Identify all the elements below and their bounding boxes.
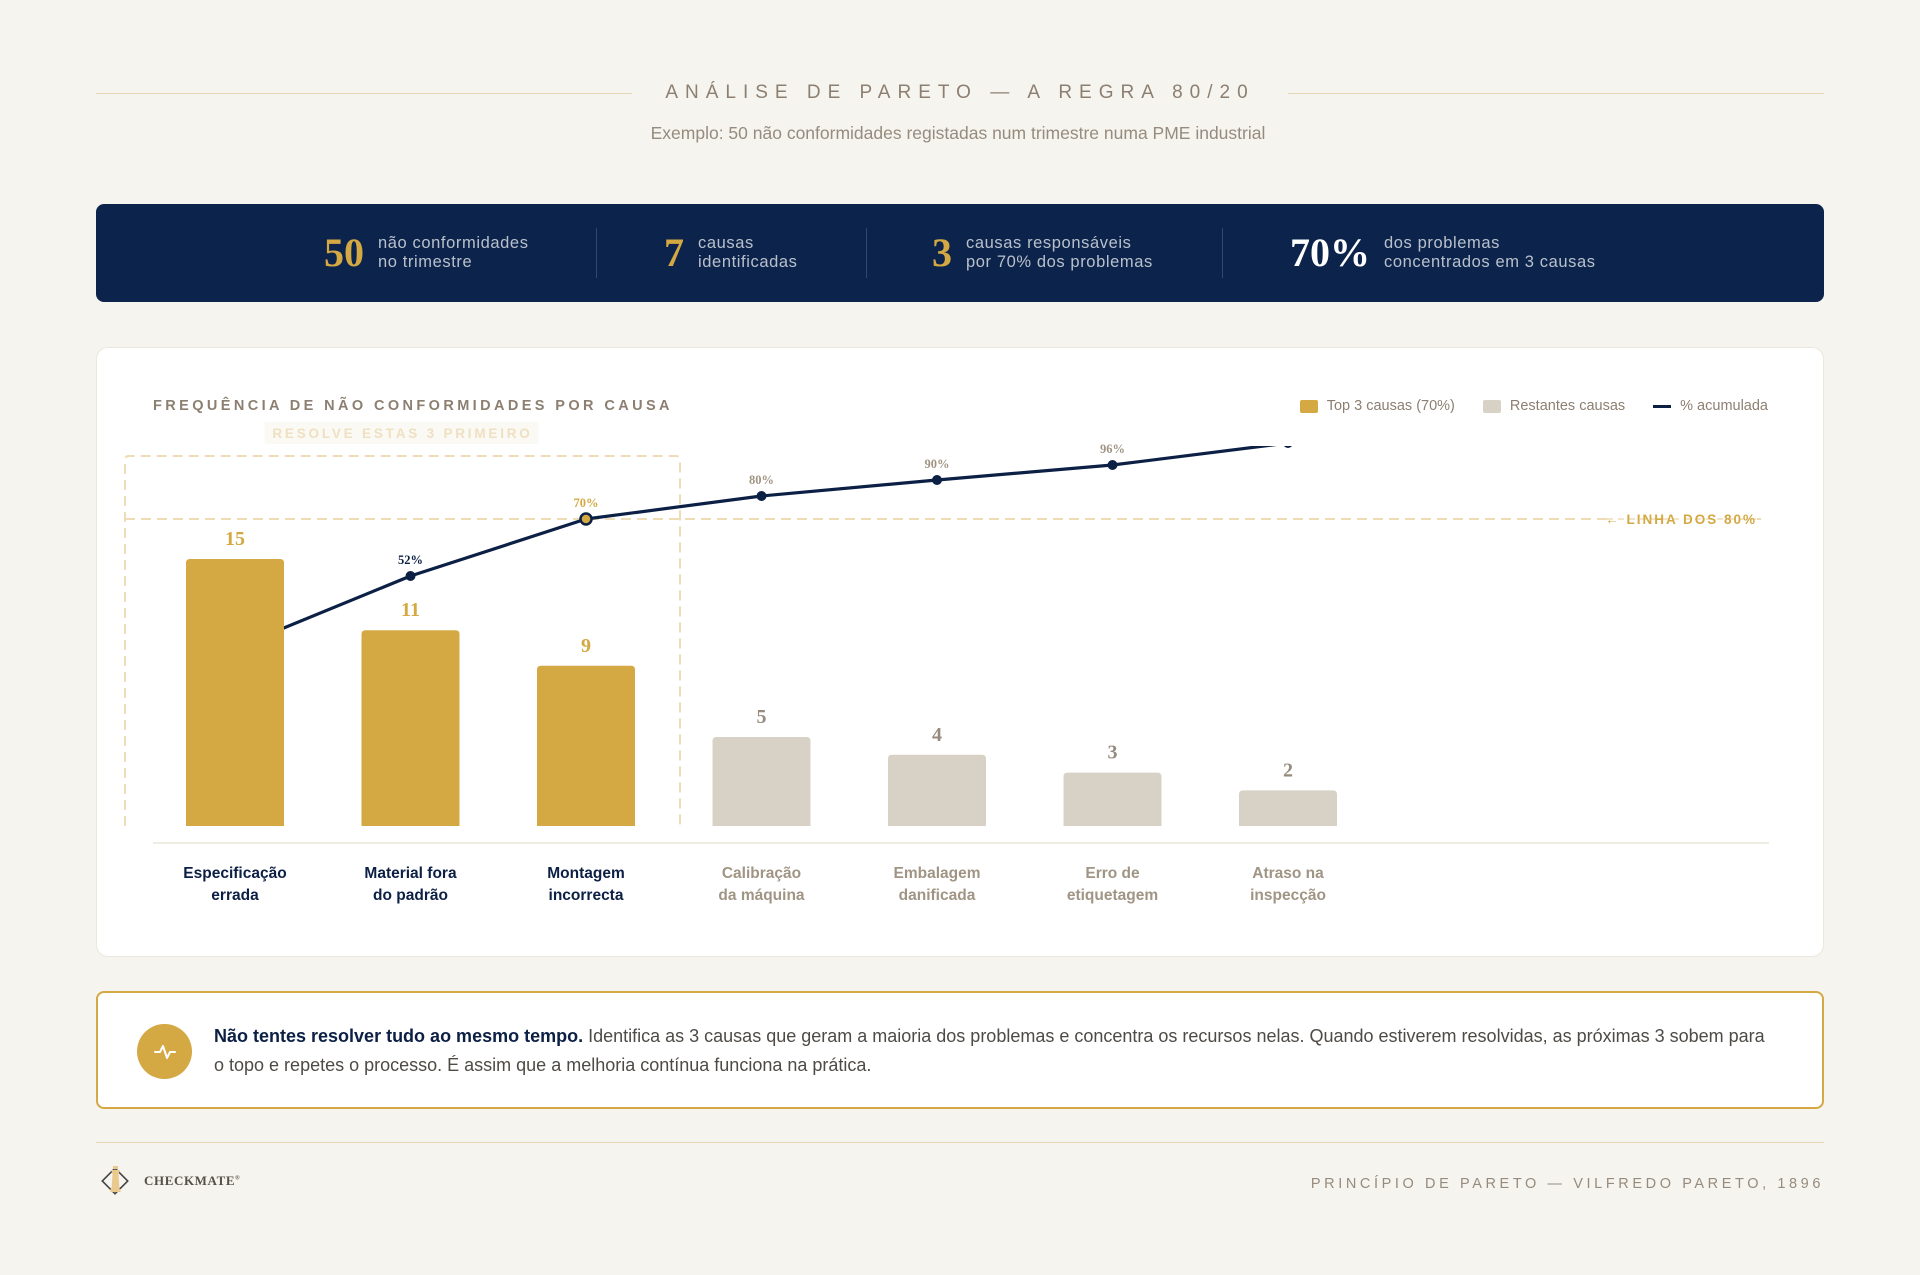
chart-title: FREQUÊNCIA DE NÃO CONFORMIDADES POR CAUS… [153, 398, 673, 414]
category-label: danificada [899, 887, 976, 904]
pareto-chart: RESOLVE ESTAS 3 PRIMEIRO ← LINHA DOS 80% 1… [124, 422, 1769, 904]
cumulative-label: 52% [398, 553, 423, 567]
header-rule-right [1288, 93, 1824, 94]
cumulative-marker [579, 512, 593, 526]
legend-swatch-rest [1482, 399, 1501, 413]
kpi-divider [596, 228, 597, 278]
page-subtitle: Exemplo: 50 não conformidades registadas… [650, 123, 1266, 143]
category-label: etiquetagem [1067, 887, 1158, 904]
brand-name: CHECKMATE® [144, 1173, 241, 1188]
chart-legend: Top 3 causas (70%) Restantes causas % ac… [1299, 398, 1768, 414]
brand-logo: CHECKMATE® [100, 1163, 240, 1199]
header-rule-left [96, 93, 632, 94]
legend-label-rest: Restantes causas [1509, 398, 1626, 414]
kpi-value: 70% [1290, 230, 1370, 275]
category-label: Atraso na [1252, 865, 1324, 882]
category-label: Embalagem [893, 865, 980, 882]
kpi-band: 50 não conformidades no trimestre 7 caus… [96, 204, 1824, 302]
cumulative-marker [756, 491, 767, 501]
legend-label-top: Top 3 causas (70%) [1326, 398, 1455, 414]
footer-rule [96, 1142, 1824, 1143]
kpi-value: 3 [932, 230, 952, 275]
cumulative-marker [1284, 446, 1292, 448]
kpi-divider [1222, 228, 1223, 278]
page-title: ANÁLISE DE PARETO — A REGRA 80/20 [665, 82, 1255, 103]
category-label: Calibração [722, 865, 801, 882]
kpi-causes: 7 causas identificadas [664, 204, 798, 302]
kpi-top-causes: 3 causas responsáveis por 70% dos proble… [932, 204, 1153, 302]
bar-value-label: 2 [1283, 759, 1293, 781]
cumulative-marker [932, 475, 942, 485]
category-label: Material fora [364, 865, 457, 882]
callout-bold: Não tentes resolver tudo ao mesmo tempo. [214, 1026, 584, 1046]
cumulative-marker [1107, 460, 1118, 470]
tip-callout: Não tentes resolver tudo ao mesmo tempo.… [96, 991, 1824, 1109]
bar [1239, 790, 1337, 826]
threshold-label-bg [1607, 511, 1757, 527]
category-label: do padrão [373, 887, 448, 904]
category-label: Montagem [547, 865, 625, 882]
category-label: Especificação [183, 865, 286, 882]
kpi-label: causas responsáveis por 70% dos problema… [966, 234, 1153, 271]
kpi-divider [866, 228, 867, 278]
legend-line-cumulative [1653, 404, 1672, 408]
bar-value-label: 3 [1108, 742, 1118, 764]
kpi-label: dos problemas concentrados em 3 causas [1384, 234, 1596, 271]
threshold-label: ← LINHA DOS 80% [1605, 512, 1757, 527]
highlight-box [124, 455, 681, 826]
chess-king-icon [101, 1166, 129, 1195]
pulse-icon [137, 1024, 192, 1079]
cumulative-label: 70% [574, 496, 599, 510]
bar [1063, 772, 1162, 826]
bar-value-label: 4 [932, 724, 942, 746]
kpi-total-nc: 50 não conformidades no trimestre [324, 204, 529, 302]
cumulative-label: 90% [925, 457, 950, 471]
category-label: errada [211, 887, 259, 904]
bar [888, 754, 986, 826]
category-label: inspecção [1250, 887, 1326, 904]
kpi-label: causas identificadas [698, 234, 798, 271]
kpi-value: 50 [324, 230, 364, 275]
highlight-label-bg [264, 422, 539, 444]
category-label: da máquina [718, 887, 805, 904]
bar-value-label: 9 [581, 635, 591, 657]
bar-value-label: 5 [757, 706, 767, 728]
page-header: ANÁLISE DE PARETO — A REGRA 80/20 [96, 78, 1824, 108]
highlight-label: RESOLVE ESTAS 3 PRIMEIRO [272, 426, 532, 441]
bar [712, 737, 811, 826]
cumulative-label: 96% [1100, 442, 1125, 456]
chart-card: FREQUÊNCIA DE NÃO CONFORMIDADES POR CAUS… [96, 347, 1824, 957]
footer-note: PRINCÍPIO DE PARETO — VILFREDO PARETO, 1… [1310, 1176, 1824, 1192]
bar [186, 559, 284, 826]
kpi-value: 7 [664, 230, 684, 275]
cumulative-marker [405, 571, 416, 581]
bar [361, 630, 460, 826]
bar [537, 665, 635, 826]
callout-text: Não tentes resolver tudo ao mesmo tempo.… [214, 1022, 1772, 1080]
callout-body: Identifica as 3 causas que geram a maior… [214, 1026, 1765, 1075]
bar-value-label: 15 [225, 528, 245, 550]
category-label: Erro de [1085, 865, 1140, 882]
legend-swatch-top [1299, 399, 1318, 413]
category-label: incorrecta [549, 887, 624, 904]
cumulative-label: 80% [749, 473, 774, 487]
kpi-concentration: 70% dos problemas concentrados em 3 caus… [1290, 204, 1596, 302]
kpi-label: não conformidades no trimestre [378, 234, 529, 271]
legend-label-line: % acumulada [1680, 398, 1768, 414]
bar-value-label: 11 [401, 599, 420, 621]
